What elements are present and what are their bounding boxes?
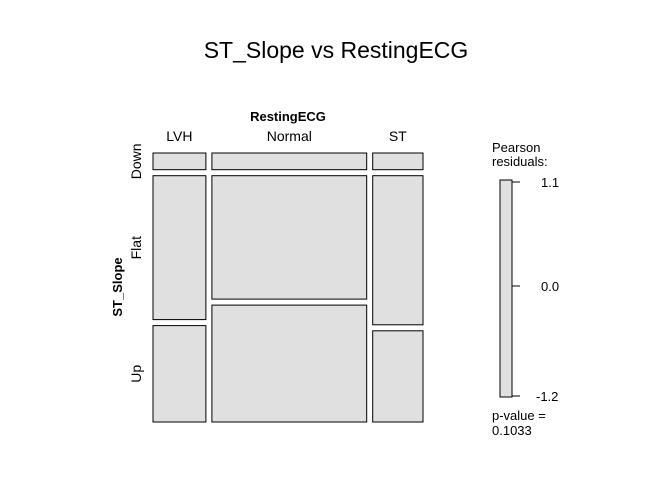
tile-lvh-up [152,325,207,423]
legend-title-line1: Pearson [492,140,540,155]
legend-label-mid: 0.0 [541,279,559,294]
y-tick-label-down: Down [128,144,144,180]
p-value-label: p-value = [492,408,546,423]
legend-label-min: -1.2 [536,389,558,404]
legend-color-bar [499,179,513,398]
tile-normal-down [211,152,368,171]
p-value-number: 0.1033 [492,423,532,438]
chart-title: ST_Slope vs RestingECG [204,37,469,63]
y-tick-label-flat: Flat [128,236,144,259]
legend-title-line2: residuals: [492,154,548,169]
x-tick-label-normal: Normal [267,128,312,144]
x-axis-variable-label: RestingECG [250,109,326,124]
tile-st-up [372,330,424,423]
tile-normal-flat [211,175,368,300]
y-axis-variable-label: ST_Slope [110,257,125,316]
tile-st-down [372,152,424,171]
x-tick-label-st: ST [389,128,407,144]
x-tick-label-lvh: LVH [166,128,192,144]
legend-label-max: 1.1 [541,175,559,190]
tile-normal-up [211,304,368,423]
tile-lvh-down [152,152,207,171]
tile-st-flat [372,175,424,326]
y-tick-label-up: Up [128,365,144,383]
tile-lvh-flat [152,175,207,321]
